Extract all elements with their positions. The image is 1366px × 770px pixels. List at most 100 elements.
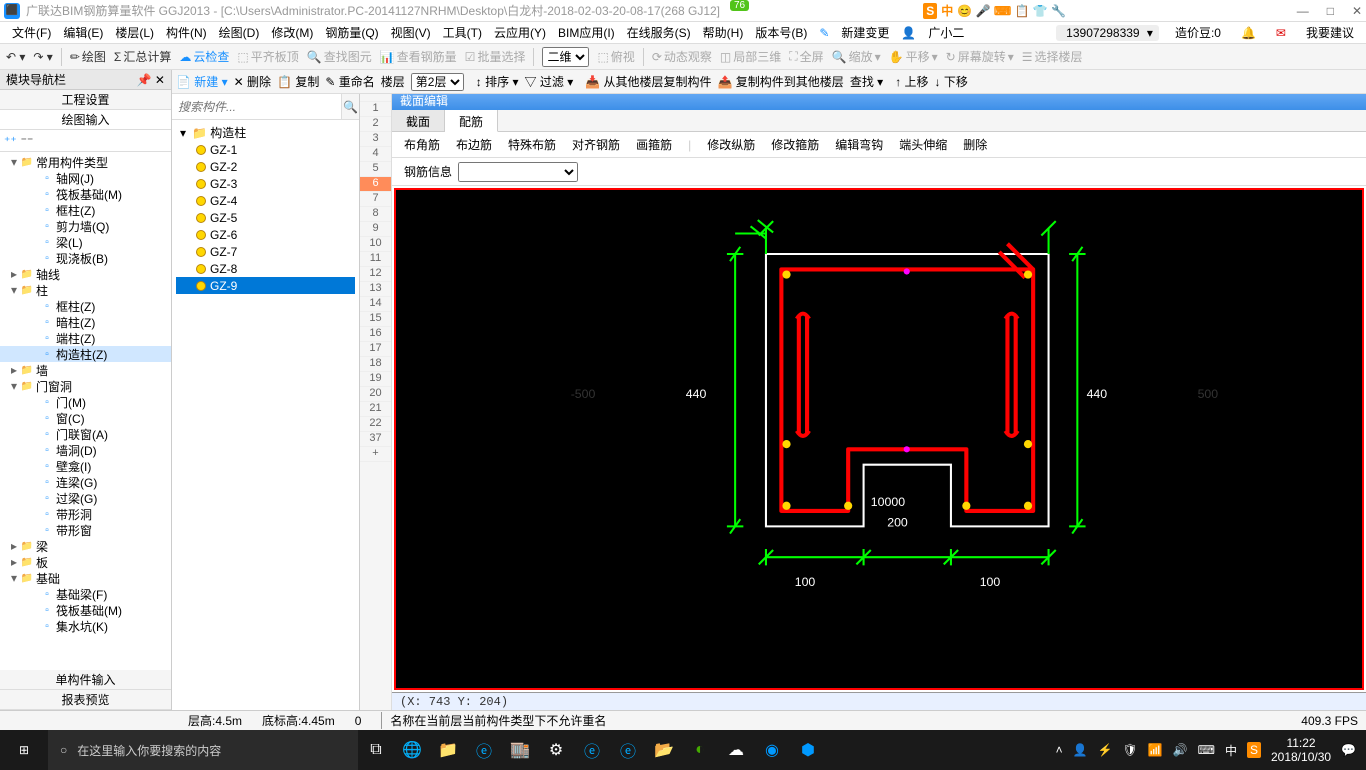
row-num[interactable]: 21 — [360, 402, 391, 417]
row-num[interactable]: 14 — [360, 297, 391, 312]
taskbar-search[interactable]: ○ 在这里输入你要搜索的内容 — [48, 730, 358, 770]
tree-item[interactable]: ▫过梁(G) — [0, 490, 171, 506]
tree-item[interactable]: ▫构造柱(Z) — [0, 346, 171, 362]
row-num[interactable]: 7 — [360, 192, 391, 207]
gz-item[interactable]: GZ-9 — [176, 277, 355, 294]
tree-item[interactable]: ▸📁轴线 — [0, 266, 171, 282]
row-num[interactable]: 6 — [360, 177, 391, 192]
tree-item[interactable]: ▫梁(L) — [0, 234, 171, 250]
row-num[interactable]: 16 — [360, 327, 391, 342]
tree-item[interactable]: ▫端柱(Z) — [0, 330, 171, 346]
tree-item[interactable]: ▫筏板基础(M) — [0, 186, 171, 202]
delete-button[interactable]: ✕ 删除 — [234, 73, 271, 90]
tray-up-icon[interactable]: ˄ — [1056, 743, 1063, 757]
row-num[interactable]: 22 — [360, 417, 391, 432]
menu-help[interactable]: 帮助(H) — [699, 22, 748, 43]
orbit-button[interactable]: ⟳ 动态观察 — [652, 48, 712, 65]
batch-select-button[interactable]: ☑ 批量选择 — [465, 48, 526, 65]
close-button[interactable]: ✕ — [1352, 4, 1362, 18]
sum-button[interactable]: Σ 汇总计算 — [114, 48, 171, 65]
menu-draw[interactable]: 绘图(D) — [215, 22, 264, 43]
action-align[interactable]: 对齐钢筋 — [572, 136, 620, 153]
menu-online[interactable]: 在线服务(S) — [623, 22, 695, 43]
tray-icon-4[interactable]: 📶 — [1148, 743, 1163, 757]
row-num[interactable]: 9 — [360, 222, 391, 237]
row-num[interactable]: 20 — [360, 387, 391, 402]
menu-modify[interactable]: 修改(M) — [267, 22, 317, 43]
row-num[interactable]: 1 — [360, 102, 391, 117]
tree-item[interactable]: ▸📁梁 — [0, 538, 171, 554]
tree-item[interactable]: ▫带形洞 — [0, 506, 171, 522]
tree-item[interactable]: ▾📁常用构件类型 — [0, 154, 171, 170]
rebar-info-select[interactable] — [458, 162, 578, 182]
floor-select[interactable]: 第2层 — [411, 73, 464, 91]
app-icon-6[interactable]: ⓔ — [574, 730, 610, 770]
new-button[interactable]: 📄 新建 ▾ — [176, 73, 228, 90]
tray-ime-icon[interactable]: ⌨ — [1198, 743, 1215, 757]
menu-file[interactable]: 文件(F) — [8, 22, 55, 43]
row-num[interactable]: 3 — [360, 132, 391, 147]
row-num[interactable]: 10 — [360, 237, 391, 252]
action-edit-hook[interactable]: 编辑弯钩 — [835, 136, 883, 153]
taskbar-clock[interactable]: 11:22 2018/10/30 — [1271, 736, 1331, 765]
expand-icon[interactable]: ⁺⁺ — [4, 134, 17, 148]
collapse-icon[interactable]: ⁻⁻ — [21, 134, 34, 148]
gz-item[interactable]: GZ-8 — [176, 260, 355, 277]
action-delete[interactable]: 删除 — [963, 136, 987, 153]
tree-item[interactable]: ▾📁门窗洞 — [0, 378, 171, 394]
view-rebar-button[interactable]: 📊 查看钢筋量 — [380, 48, 457, 65]
action-end-ext[interactable]: 端头伸缩 — [899, 136, 947, 153]
app-icon-11[interactable]: ◉ — [754, 730, 790, 770]
minimize-button[interactable]: — — [1297, 4, 1309, 18]
tree-item[interactable]: ▫轴网(J) — [0, 170, 171, 186]
menu-cloud[interactable]: 云应用(Y) — [490, 22, 550, 43]
tree-item[interactable]: ▸📁墙 — [0, 362, 171, 378]
taskview-icon[interactable]: ⧉ — [358, 730, 394, 770]
action-corner[interactable]: 布角筋 — [404, 136, 440, 153]
tree-item[interactable]: ▫现浇板(B) — [0, 250, 171, 266]
gz-item[interactable]: GZ-4 — [176, 192, 355, 209]
move-down-button[interactable]: ↓ 下移 — [935, 73, 968, 90]
draw-button[interactable]: ✏ 绘图 — [70, 48, 106, 65]
tree-item[interactable]: ▫门(M) — [0, 394, 171, 410]
filter-button[interactable]: ▽ 过滤 ▾ — [525, 73, 574, 90]
align-top-button[interactable]: ⬚ 平齐板顶 — [237, 48, 298, 65]
tree-item[interactable]: ▾📁柱 — [0, 282, 171, 298]
view-mode-select[interactable]: 二维 — [542, 47, 589, 67]
subtab-section[interactable]: 截面 — [392, 110, 445, 131]
menu-component[interactable]: 构件(N) — [162, 22, 211, 43]
tray-icon-1[interactable]: 👤 — [1073, 743, 1088, 757]
select-floor-button[interactable]: ☰ 选择楼层 — [1022, 48, 1083, 65]
row-num[interactable]: 19 — [360, 372, 391, 387]
action-stirrup[interactable]: 画箍筋 — [636, 136, 672, 153]
row-num[interactable]: 5 — [360, 162, 391, 177]
gz-item[interactable]: GZ-7 — [176, 243, 355, 260]
project-settings-section[interactable]: 工程设置 — [0, 90, 171, 110]
app-icon-10[interactable]: ☁ — [718, 730, 754, 770]
menu-tools[interactable]: 工具(T) — [439, 22, 486, 43]
subtab-rebar[interactable]: 配筋 — [445, 110, 498, 132]
rotate-button[interactable]: ↻ 屏幕旋转 ▾ — [946, 48, 1014, 65]
menu-floor[interactable]: 楼层(L) — [111, 22, 158, 43]
search-button[interactable]: 🔍 — [341, 94, 359, 119]
row-add[interactable]: + — [360, 447, 391, 462]
tree-item[interactable]: ▾📁基础 — [0, 570, 171, 586]
local3d-button[interactable]: ◫ 局部三维 — [720, 48, 781, 65]
notification-icon[interactable]: 💬 — [1341, 743, 1356, 757]
menu-edit[interactable]: 编辑(E) — [59, 22, 107, 43]
tree-item[interactable]: ▫暗柱(Z) — [0, 314, 171, 330]
menu-bim[interactable]: BIM应用(I) — [554, 22, 619, 43]
app-icon-12[interactable]: ⬢ — [790, 730, 826, 770]
tray-icon-3[interactable]: 🛡 — [1122, 743, 1137, 757]
app-icon-5[interactable]: ⚙ — [538, 730, 574, 770]
app-icon-7[interactable]: ⓔ — [610, 730, 646, 770]
sort-button[interactable]: ↕ 排序 ▾ — [476, 73, 519, 90]
tree-item[interactable]: ▫带形窗 — [0, 522, 171, 538]
menu-version[interactable]: 版本号(B) — [751, 22, 811, 43]
tree-item[interactable]: ▫壁龛(I) — [0, 458, 171, 474]
tree-item[interactable]: ▫门联窗(A) — [0, 426, 171, 442]
phone-tag[interactable]: 13907298339 ▾ — [1056, 25, 1159, 41]
new-change-button[interactable]: 新建变更 — [837, 22, 893, 43]
report-preview-section[interactable]: 报表预览 — [0, 690, 171, 710]
menu-rebar[interactable]: 钢筋量(Q) — [321, 22, 382, 43]
